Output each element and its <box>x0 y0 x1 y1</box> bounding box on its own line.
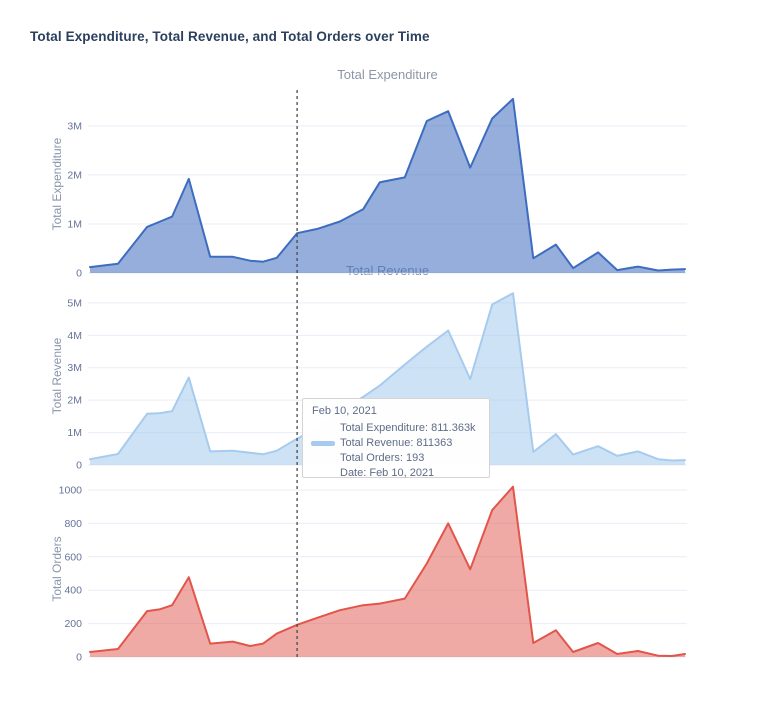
y-tick-label: 600 <box>64 551 82 563</box>
orders-line <box>89 485 686 657</box>
tooltip-row-revenue: Total Revenue: 811363 <box>340 437 453 449</box>
expenditure-area <box>90 98 685 274</box>
y-tick-label: 3M <box>67 362 82 374</box>
y-tick-label: 800 <box>64 518 82 530</box>
tooltip-row-expenditure: Total Expenditure: 811.363k <box>340 422 476 434</box>
tooltip-row-orders: Total Orders: 193 <box>340 452 425 464</box>
y-tick-label: 1M <box>67 218 82 230</box>
y-tick-label: 2M <box>67 395 82 407</box>
tooltip-row-date: Date: Feb 10, 2021 <box>340 467 435 479</box>
revenue-series-swatch-icon <box>311 441 335 446</box>
y-tick-label: 400 <box>64 585 82 597</box>
subplot-title-expenditure: Total Expenditure <box>337 67 438 82</box>
y-tick-label: 4M <box>67 330 82 342</box>
y-tick-label: 1000 <box>59 485 83 497</box>
expenditure-line <box>89 97 686 272</box>
y-tick-label: 0 <box>76 652 82 664</box>
figure-title: Total Expenditure, Total Revenue, and To… <box>30 29 430 44</box>
y-tick-label: 5M <box>67 297 82 309</box>
y-tick-label: 2M <box>67 169 82 181</box>
revenue-line <box>89 292 686 462</box>
orders-area <box>90 486 685 657</box>
hover-tooltip: Feb 10, 2021 Total Expenditure: 811.363k… <box>302 398 490 479</box>
y-tick-label: 0 <box>76 460 82 472</box>
y-tick-label: 0 <box>76 268 82 280</box>
y-tick-label: 1M <box>67 427 82 439</box>
tooltip-date-header: Feb 10, 2021 <box>312 405 377 417</box>
y-tick-label: 200 <box>64 618 82 630</box>
y-tick-label: 3M <box>67 120 82 132</box>
